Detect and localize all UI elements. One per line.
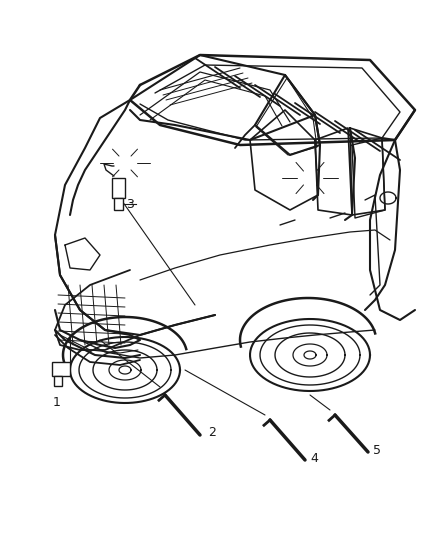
- Text: 5: 5: [373, 443, 381, 456]
- FancyBboxPatch shape: [52, 362, 70, 376]
- FancyBboxPatch shape: [112, 178, 125, 198]
- Text: 3: 3: [126, 198, 134, 211]
- Text: 2: 2: [208, 425, 216, 439]
- Text: 4: 4: [310, 451, 318, 464]
- Text: 1: 1: [53, 397, 61, 409]
- FancyBboxPatch shape: [54, 376, 62, 386]
- FancyBboxPatch shape: [114, 198, 123, 210]
